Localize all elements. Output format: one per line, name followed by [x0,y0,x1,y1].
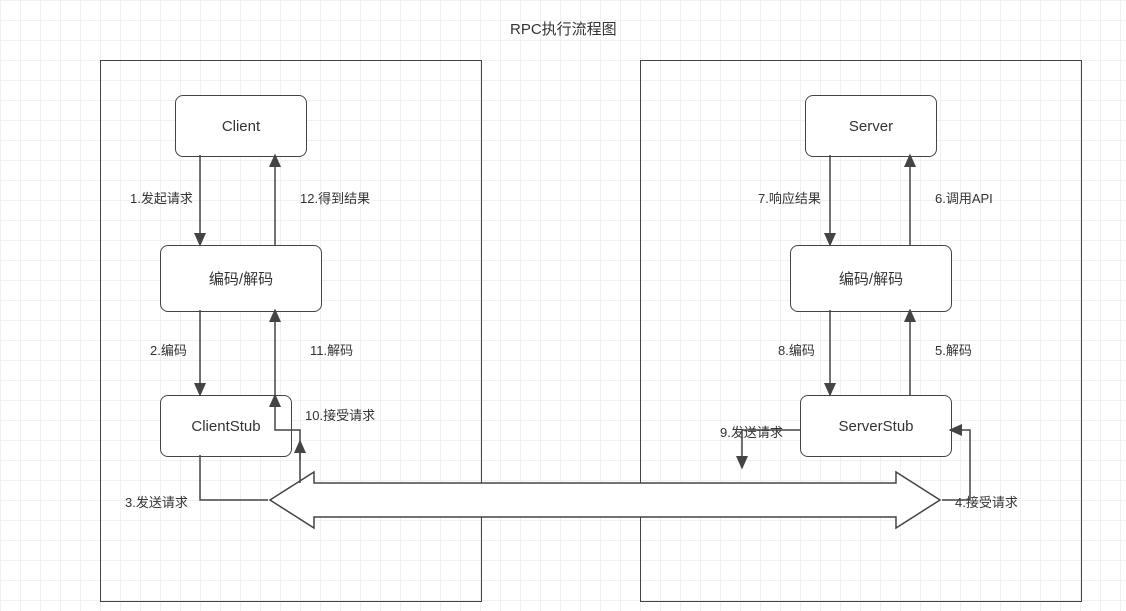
node-client-codec: 编码/解码 [160,245,322,312]
edge-label-7: 7.响应结果 [758,188,821,207]
edge-label-3: 3.发送请求 [125,492,188,511]
edge-label-10: 10.接受请求 [305,405,375,424]
diagram-title: RPC执行流程图 [510,18,617,39]
edge-label-5: 5.解码 [935,340,972,359]
edge-label-1: 1.发起请求 [130,188,193,207]
edge-label-11: 11.解码 [310,340,353,359]
edge-label-6: 6.调用API [935,188,993,207]
edge-label-12: 12.得到结果 [300,188,370,207]
node-server-codec: 编码/解码 [790,245,952,312]
node-server-stub: ServerStub [800,395,952,457]
network-label: NetWork [560,492,618,509]
node-server: Server [805,95,937,157]
edge-label-9: 9.发送请求 [720,422,783,441]
node-client-stub: ClientStub [160,395,292,457]
edge-label-8: 8.编码 [778,340,815,359]
node-client: Client [175,95,307,157]
edge-label-4: 4.接受请求 [955,492,1018,511]
edge-label-2: 2.编码 [150,340,187,359]
